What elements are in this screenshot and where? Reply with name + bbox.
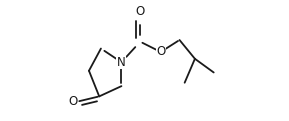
Text: O: O [136, 5, 145, 18]
Text: N: N [117, 56, 126, 69]
Text: O: O [156, 45, 165, 58]
Text: O: O [68, 95, 78, 108]
